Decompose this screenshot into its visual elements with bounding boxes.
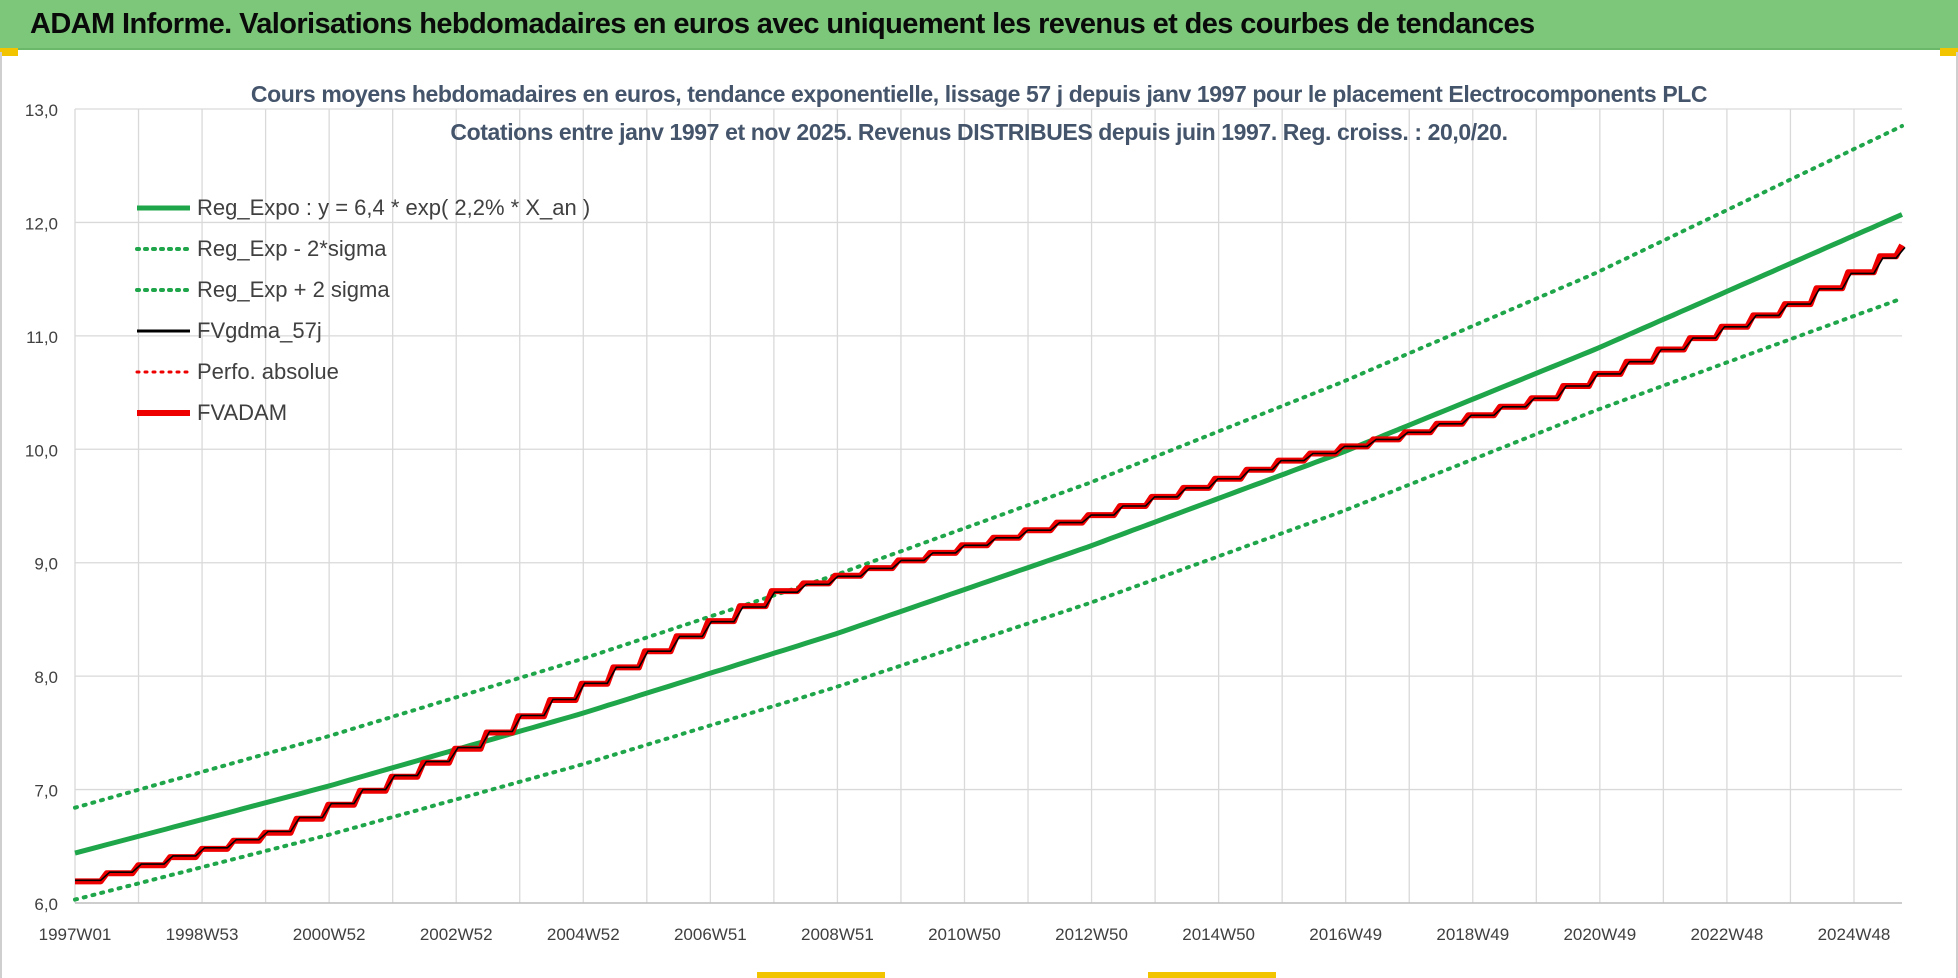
y-tick-label: 8,0 (34, 668, 58, 687)
legend-reg-exp-plus-label: Reg_Exp + 2 sigma (197, 277, 390, 302)
x-tick-label: 2024W48 (1818, 925, 1891, 944)
y-tick-label: 6,0 (34, 895, 58, 914)
x-tick-label: 2022W48 (1691, 925, 1764, 944)
header-corner-left (0, 48, 18, 56)
chart-title-line-2: Cotations entre janv 1997 et nov 2025. R… (450, 119, 1508, 145)
y-tick-label: 9,0 (34, 555, 58, 574)
legend-perfo-absolue-label: Perfo. absolue (197, 359, 339, 384)
chart-title-line-1: Cours moyens hebdomadaires en euros, ten… (250, 81, 1708, 107)
x-tick-label: 1997W01 (39, 925, 112, 944)
x-tick-label: 2018W49 (1436, 925, 1509, 944)
x-tick-label: 2010W50 (928, 925, 1001, 944)
legend-fvgdma-label: FVgdma_57j (197, 318, 322, 343)
legend-reg-exp-minus-label: Reg_Exp - 2*sigma (197, 236, 387, 261)
bottom-accent-1 (757, 972, 885, 978)
bottom-accent-2 (1148, 972, 1276, 978)
legend-fvadam-label: FVADAM (197, 400, 287, 425)
legend-reg-expo-label: Reg_Expo : y = 6,4 * exp( 2,2% * X_an ) (197, 195, 590, 220)
x-tick-label: 2020W49 (1563, 925, 1636, 944)
x-tick-label: 2014W50 (1182, 925, 1255, 944)
header-title: ADAM Informe. Valorisations hebdomadaire… (30, 8, 1535, 40)
y-tick-label: 13,0 (25, 101, 58, 120)
x-tick-label: 1998W53 (166, 925, 239, 944)
y-tick-label: 10,0 (25, 441, 58, 460)
x-tick-label: 2002W52 (420, 925, 493, 944)
x-tick-label: 2012W50 (1055, 925, 1128, 944)
x-tick-label: 2004W52 (547, 925, 620, 944)
series-line-fvgdma-57j (75, 246, 1906, 882)
header-bar: ADAM Informe. Valorisations hebdomadaire… (0, 0, 1958, 50)
series-line-reg-exp-minus-2sigma (73, 296, 1904, 902)
y-tick-label: 7,0 (34, 782, 58, 801)
x-tick-label: 2008W51 (801, 925, 874, 944)
y-tick-label: 11,0 (26, 328, 58, 347)
y-tick-label: 12,0 (25, 214, 58, 233)
chart-container (0, 52, 1958, 978)
series-line-reg-expo (74, 212, 1903, 856)
x-tick-label: 2016W49 (1309, 925, 1382, 944)
x-tick-label: 2006W51 (674, 925, 747, 944)
series-line-reg-exp-plus-2sigma (73, 124, 1904, 810)
x-tick-label: 2000W52 (293, 925, 366, 944)
header-corner-right (1940, 48, 1958, 56)
